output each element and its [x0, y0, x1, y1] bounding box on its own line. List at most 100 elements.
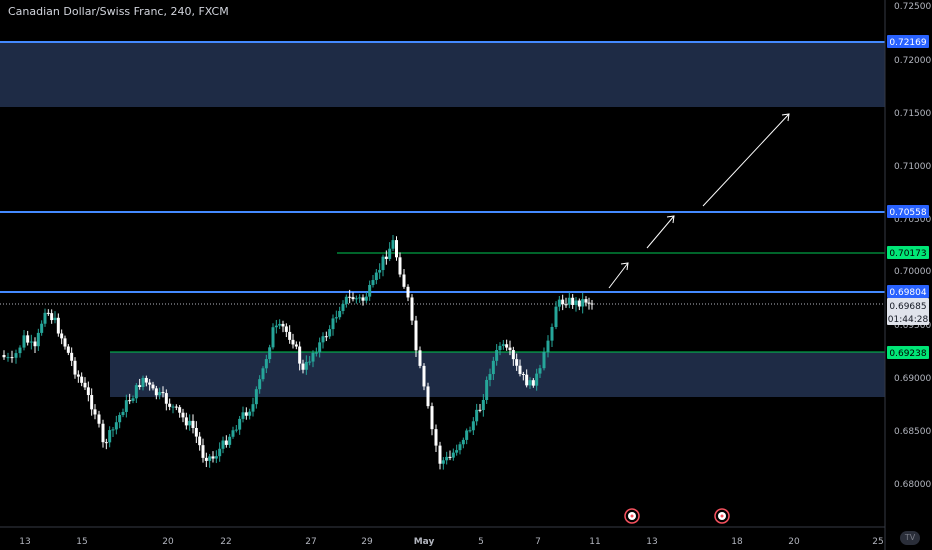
candle-up — [271, 327, 275, 348]
candle-down — [161, 392, 165, 394]
candle-down — [26, 335, 30, 343]
time-tick: 13 — [646, 537, 657, 547]
candle-up — [542, 351, 546, 369]
candle-down — [93, 409, 97, 415]
candle-up — [29, 341, 33, 343]
price-tick: 0.69000 — [894, 374, 931, 384]
candle-up — [328, 329, 332, 337]
candle-up — [371, 280, 375, 286]
candle-up — [501, 344, 505, 346]
candle-down — [434, 429, 438, 446]
projection-arrows[interactable] — [608, 113, 790, 289]
candle-down — [571, 297, 575, 305]
price-tick: 0.71000 — [894, 162, 931, 172]
candle-down — [525, 374, 529, 386]
candle-up — [341, 303, 345, 311]
price-axis[interactable] — [885, 0, 932, 550]
candle-up — [364, 296, 368, 301]
arrow-2[interactable] — [646, 215, 675, 249]
candle-down — [294, 344, 298, 347]
candle-up — [538, 368, 542, 374]
event-marker-2[interactable] — [714, 508, 730, 524]
candle-down — [97, 414, 101, 424]
svg-text:0.69238: 0.69238 — [889, 349, 926, 359]
candle-down — [395, 240, 398, 258]
candle-up — [22, 335, 26, 348]
candle-up — [461, 439, 465, 445]
supply-zone[interactable] — [0, 43, 885, 107]
time-tick: 13 — [19, 537, 30, 547]
candle-up — [274, 325, 278, 328]
candle-up — [368, 285, 372, 297]
candle-up — [338, 310, 342, 318]
candle-down — [60, 333, 64, 339]
candle-up — [485, 379, 489, 400]
candle-up — [574, 300, 578, 305]
candle-down — [10, 357, 14, 359]
candle-up — [258, 379, 262, 390]
tradingview-logo[interactable]: TV — [900, 531, 920, 545]
price-tick: 0.70500 — [894, 215, 931, 225]
price-label-mid: 0.70558 — [887, 205, 929, 218]
candle-up — [550, 326, 554, 341]
candle-down — [86, 387, 90, 396]
candle-down — [194, 427, 198, 437]
arrow-1-head — [620, 262, 629, 271]
price-tick: 0.72000 — [894, 56, 931, 66]
price-label-current: 0.69685 01:44:28 — [887, 298, 929, 325]
candle-up — [40, 323, 44, 333]
candle-up — [124, 400, 128, 412]
event-marker-1[interactable] — [624, 508, 640, 524]
time-tick: 18 — [731, 537, 743, 547]
candle-down — [83, 382, 87, 388]
time-tick: 7 — [535, 537, 541, 547]
candle-down — [438, 445, 442, 464]
candle-down — [191, 420, 195, 428]
candle-up — [118, 415, 122, 423]
candle-up — [214, 456, 218, 459]
candle-up — [234, 429, 238, 431]
candle-down — [174, 406, 178, 408]
candle-down — [148, 382, 152, 385]
candle-down — [511, 350, 515, 360]
candle-down — [577, 300, 581, 307]
candle-down — [426, 386, 430, 407]
candle-up — [581, 299, 585, 307]
candle-down — [406, 286, 410, 298]
candle-down — [73, 360, 77, 375]
time-tick: 5 — [478, 537, 484, 547]
candle-up — [468, 430, 472, 432]
candle-up — [254, 389, 258, 405]
candle-down — [521, 373, 525, 375]
candle-up — [308, 361, 312, 363]
price-tick: 0.68500 — [894, 427, 931, 437]
time-tick: May — [414, 537, 435, 547]
candle-up — [557, 299, 561, 307]
svg-text:01:44:28: 01:44:28 — [888, 315, 929, 325]
time-tick: 22 — [220, 537, 231, 547]
candle-up — [238, 418, 242, 430]
candle-down — [515, 359, 519, 366]
candle-down — [402, 274, 406, 287]
candle-down — [291, 339, 295, 345]
arrow-3[interactable] — [702, 113, 790, 207]
candle-down — [590, 303, 594, 305]
price-label-resistance: 0.69804 — [887, 285, 929, 298]
candle-down — [164, 393, 168, 404]
candle-down — [584, 299, 588, 303]
arrow-1[interactable] — [608, 262, 629, 289]
candle-up — [546, 340, 550, 352]
candle-down — [288, 331, 292, 340]
candle-down — [2, 355, 6, 358]
time-tick: 29 — [361, 537, 373, 547]
candle-down — [50, 313, 54, 321]
candle-up — [114, 422, 118, 430]
candle-down — [211, 456, 215, 459]
candle-down — [430, 406, 434, 430]
candle-down — [151, 384, 155, 389]
candle-down — [144, 377, 148, 383]
svg-text:0.69804: 0.69804 — [889, 288, 926, 298]
candle-up — [381, 256, 385, 271]
candle-up — [475, 409, 479, 422]
